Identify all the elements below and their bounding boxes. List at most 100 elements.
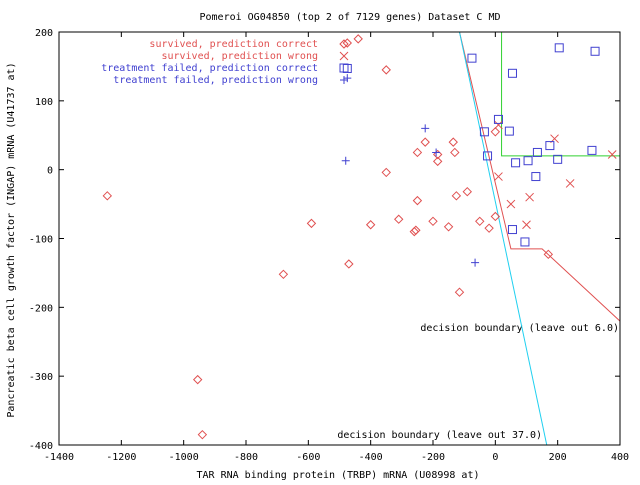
data-point xyxy=(494,120,503,130)
data-point xyxy=(394,214,404,224)
y-tick-label: -200 xyxy=(29,303,53,314)
data-point xyxy=(523,156,533,166)
data-point xyxy=(479,127,489,137)
data-points xyxy=(102,34,617,440)
data-point xyxy=(421,124,430,133)
x-tick-label: -200 xyxy=(421,452,445,463)
data-point xyxy=(543,249,554,260)
data-point xyxy=(432,156,443,167)
legend-marker xyxy=(340,76,348,84)
data-point xyxy=(607,150,617,159)
data-point xyxy=(462,186,472,197)
data-point xyxy=(475,216,485,226)
axes: -1400 -1200 -1000 -800 -600 -400 -200 0 200 400-4… xyxy=(29,28,629,463)
x-tick-label: -400 xyxy=(359,452,383,463)
data-point xyxy=(467,53,477,63)
y-tick-label: 100 xyxy=(35,97,53,108)
data-point xyxy=(522,220,531,230)
legend-marker xyxy=(339,51,349,61)
y-axis-label: Pancreatic beta cell growth factor (INGA… xyxy=(6,62,17,417)
x-tick-label: 400 xyxy=(611,452,629,463)
data-point xyxy=(471,258,480,267)
data-point xyxy=(494,172,503,181)
data-point xyxy=(411,225,421,235)
data-point xyxy=(197,429,208,440)
data-point xyxy=(590,46,600,56)
y-tick-label: -100 xyxy=(29,235,53,246)
x-tick-label: -600 xyxy=(296,452,320,463)
data-point xyxy=(490,211,501,222)
data-point xyxy=(532,147,542,157)
decision-boundary-line xyxy=(459,31,621,322)
data-point xyxy=(365,220,376,230)
data-point xyxy=(412,147,423,158)
data-point xyxy=(507,225,517,235)
decision-boundary-label: decision boundary (leave out 37.0) xyxy=(337,430,542,441)
chart-title: Pomeroi OG04850 (top 2 of 7129 genes) Da… xyxy=(199,12,500,23)
data-point xyxy=(554,43,564,53)
data-point xyxy=(490,127,501,137)
data-point xyxy=(525,192,534,202)
data-point xyxy=(344,259,354,269)
data-point xyxy=(520,237,530,247)
data-point xyxy=(432,148,441,157)
legend-entry-label: treatment failed, prediction correct xyxy=(101,63,318,74)
data-point xyxy=(450,147,460,158)
legend-entry-label: treatment failed, prediction wrong xyxy=(113,75,318,86)
data-point xyxy=(409,226,420,237)
x-tick-label: -1400 xyxy=(44,452,74,463)
data-point xyxy=(381,65,391,75)
data-point xyxy=(306,218,317,229)
green-region-boundary xyxy=(501,32,620,157)
plot-frame xyxy=(58,31,621,446)
y-tick-label: 0 xyxy=(47,166,53,177)
y-tick-label: 200 xyxy=(35,28,53,39)
x-tick-label: -1000 xyxy=(169,452,199,463)
data-point xyxy=(353,34,363,44)
x-tick-label: -1200 xyxy=(106,452,136,463)
y-tick-label: -300 xyxy=(29,372,53,383)
data-point xyxy=(343,74,352,83)
data-point xyxy=(443,222,454,232)
data-point xyxy=(341,156,350,165)
data-point xyxy=(493,114,503,124)
data-point xyxy=(484,223,494,233)
legend-marker xyxy=(339,39,349,49)
data-point xyxy=(412,195,423,206)
data-point xyxy=(342,63,352,73)
data-point xyxy=(545,141,555,151)
x-tick-label: 0 xyxy=(492,452,498,463)
data-point xyxy=(428,216,438,226)
data-point xyxy=(420,137,430,147)
data-point xyxy=(102,191,113,201)
legend-marker xyxy=(339,63,349,73)
legend-entry-label: survived, prediction wrong xyxy=(161,51,318,62)
data-point xyxy=(451,191,462,201)
data-point xyxy=(483,151,493,161)
data-point xyxy=(432,149,443,160)
data-point xyxy=(506,199,516,209)
decision-boundary-line xyxy=(459,31,548,446)
data-point xyxy=(381,167,391,178)
data-point xyxy=(448,137,458,147)
data-point xyxy=(553,154,563,164)
x-tick-label: -800 xyxy=(234,452,258,463)
x-axis-label: TAR RNA binding protein (TRBP) mRNA (U08… xyxy=(197,470,480,480)
decision-boundaries: decision boundary (leave out 6.0) decisio… xyxy=(337,31,621,446)
data-point xyxy=(507,68,517,78)
y-tick-label: -400 xyxy=(29,441,53,452)
data-point xyxy=(531,172,541,182)
data-point xyxy=(192,374,203,385)
data-point xyxy=(511,158,521,168)
x-tick-label: 200 xyxy=(549,452,567,463)
data-point xyxy=(342,38,352,48)
legend-entry-label: survived, prediction correct xyxy=(149,39,318,50)
data-point xyxy=(504,126,514,136)
data-point xyxy=(454,287,465,297)
data-point xyxy=(587,145,597,155)
data-point xyxy=(565,179,575,188)
data-point xyxy=(278,269,289,280)
